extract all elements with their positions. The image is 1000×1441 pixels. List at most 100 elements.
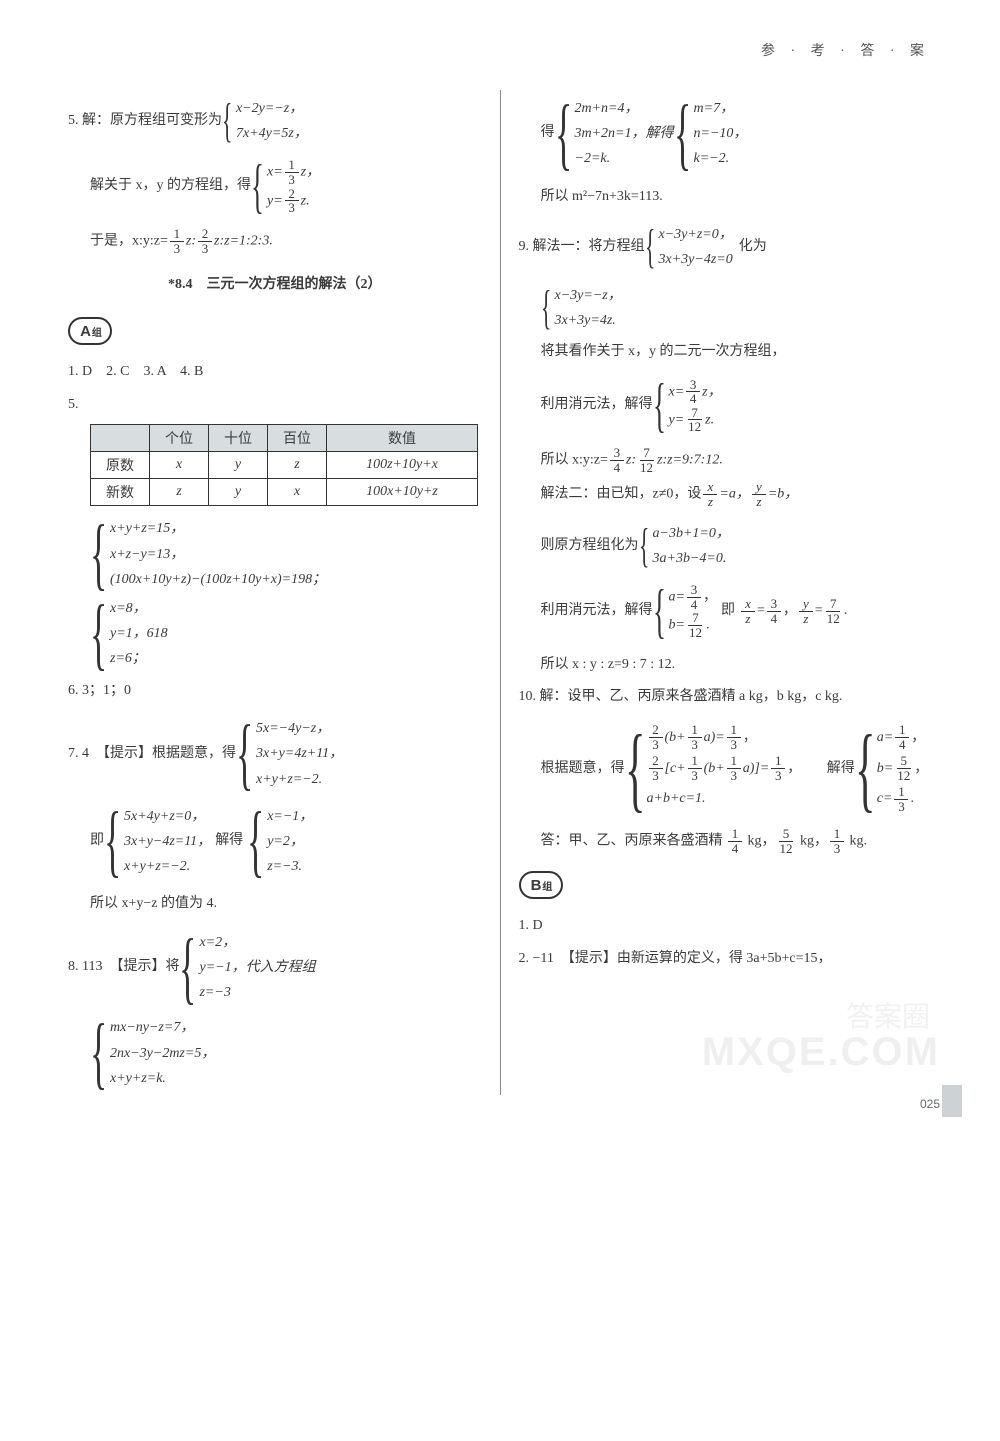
t: ，: [787, 761, 801, 776]
td: 新数: [91, 479, 150, 506]
eq: z=−3: [199, 980, 315, 1005]
t: 则原方程组化为: [541, 533, 639, 560]
frac-den: 3: [286, 173, 297, 187]
q9-mid1: 将其看作关于 x，y 的二元一次方程组，: [519, 339, 933, 366]
eq: k=−2.: [694, 146, 748, 171]
page-mark-icon: [942, 1085, 962, 1117]
n: 3: [767, 597, 781, 612]
d: 3: [689, 738, 700, 752]
n: y: [752, 480, 766, 495]
eq: 3x+y=4z+11，: [256, 741, 343, 766]
eq: 5x=−4y−z，: [256, 716, 343, 741]
t: ，: [911, 730, 925, 745]
text: y=: [267, 193, 283, 208]
t: .: [910, 791, 914, 806]
th: 个位: [150, 425, 209, 452]
d: 12: [687, 626, 704, 640]
t: 解得: [827, 756, 855, 783]
eq: a−3b+1=0，: [653, 521, 730, 546]
eq: z=6；: [110, 646, 168, 671]
eq: x−3y=−z，: [555, 283, 622, 308]
t: 根据题意，得: [541, 756, 625, 783]
eq: x=8，: [110, 596, 168, 621]
brace-icon: {: [90, 604, 99, 664]
badge-sub: 组: [542, 878, 552, 893]
td: x: [150, 452, 209, 479]
th: 十位: [209, 425, 268, 452]
brace-icon: {: [653, 383, 660, 428]
q7-row2: 即 { 5x+4y+z=0， 3x+y−4z=11， x+y+z=−2. 解得 …: [68, 804, 313, 880]
q8b-end: 所以 m²−7n+3k=113.: [519, 184, 933, 211]
t: [c+: [665, 761, 686, 776]
t: =b，: [768, 487, 798, 502]
n: y: [799, 597, 813, 612]
a-answers-row1: 1. D 2. C 3. A 4. B: [68, 359, 482, 386]
text: 化为: [739, 234, 767, 261]
td: 100z+10y+x: [327, 452, 478, 479]
q9-end1: 所以 x:y:z=34z:712z:z=9:7:12.: [519, 446, 933, 474]
text: z.: [301, 193, 310, 208]
t: 答：甲、乙、丙原来各盛酒精: [541, 834, 727, 849]
brace-icon: {: [104, 811, 113, 871]
q5-mid: 解关于 x，y 的方程组，得: [90, 173, 251, 200]
q8-system: { mx−ny−z=7， 2nx−3y−2mz=5， x+y+z=k.: [68, 1015, 482, 1091]
frac-den: 3: [286, 201, 297, 215]
d: z: [706, 495, 715, 509]
d: 3: [650, 738, 661, 752]
q8b-row: 得 { 2m+n=4， 3m+2n=1，解得 −2=k. { m=7， n=−1…: [519, 96, 748, 172]
q9-sys2: { x−3y=−z， 3x+3y=4z.: [519, 283, 933, 333]
n: 1: [727, 723, 741, 738]
eq: x=2，: [199, 930, 315, 955]
n: 2: [649, 754, 663, 769]
frac-den: 3: [200, 242, 211, 256]
n: 7: [826, 597, 840, 612]
eq: z=−3.: [267, 854, 313, 879]
t: x=: [669, 384, 685, 399]
q10-answer: 答：甲、乙、丙原来各盛酒精 14 kg，512 kg，13 kg.: [519, 827, 933, 855]
t: ，: [703, 589, 717, 604]
t: z，: [702, 384, 721, 399]
eq: (100x+10y+z)−(100z+10y+x)=198；: [110, 567, 326, 592]
brace-icon: {: [855, 733, 865, 804]
q5b-system: { x+y+z=15， x+z−y=13， (100x+10y+z)−(100z…: [68, 516, 482, 592]
eq: y=1，618: [110, 621, 168, 646]
t: .: [706, 618, 710, 633]
n: 5: [897, 754, 911, 769]
t: a)=: [704, 730, 725, 745]
d: 4: [689, 598, 700, 612]
text: 解得: [215, 828, 243, 855]
n: 7: [688, 406, 702, 421]
eq: n=−10，: [694, 121, 748, 146]
t: y=: [669, 412, 685, 427]
d: 3: [773, 769, 784, 783]
brace-icon: {: [674, 104, 683, 164]
q9-row1: 9. 解法一：将方程组 { x−3y+z=0， 3x+3y−4z=0 化为: [519, 222, 767, 272]
q8-row: 8. 113 【提示】将 { x=2， y=−1，代入方程组 z=−3: [68, 930, 316, 1006]
q10-sys-row: 根据题意，得 { 23(b+13a)=13， 23[c+13(b+13a)]=1…: [519, 723, 802, 815]
th: 百位: [268, 425, 327, 452]
t: =a，: [719, 487, 749, 502]
t: b=: [669, 618, 685, 633]
t: a)]=: [743, 761, 770, 776]
right-column: 得 { 2m+n=4， 3m+2n=1，解得 −2=k. { m=7， n=−1…: [501, 90, 951, 1095]
q5-table: 个位 十位 百位 数值 原数 x y z 100z+10y+x 新数 z y x: [90, 424, 478, 506]
brace-icon: {: [251, 164, 258, 209]
td: y: [209, 452, 268, 479]
t: 即: [721, 598, 735, 625]
d: 12: [895, 769, 912, 783]
eq: mx−ny−z=7，: [110, 1015, 215, 1040]
q7-pre: 7. 4 【提示】根据题意，得: [68, 741, 236, 768]
badge-sub: 组: [92, 324, 102, 339]
n: 5: [779, 827, 793, 842]
n: 1: [895, 723, 909, 738]
frac-den: 3: [172, 242, 183, 256]
t: a=: [877, 730, 893, 745]
brace-icon: {: [90, 524, 99, 584]
eq: x=−1，: [267, 804, 313, 829]
d: 12: [825, 612, 842, 626]
eq: 3m+2n=1，解得: [575, 121, 674, 146]
td: y: [209, 479, 268, 506]
d: 3: [689, 769, 700, 783]
text: 利用消元法，解得: [541, 392, 653, 419]
d: 3: [728, 738, 739, 752]
